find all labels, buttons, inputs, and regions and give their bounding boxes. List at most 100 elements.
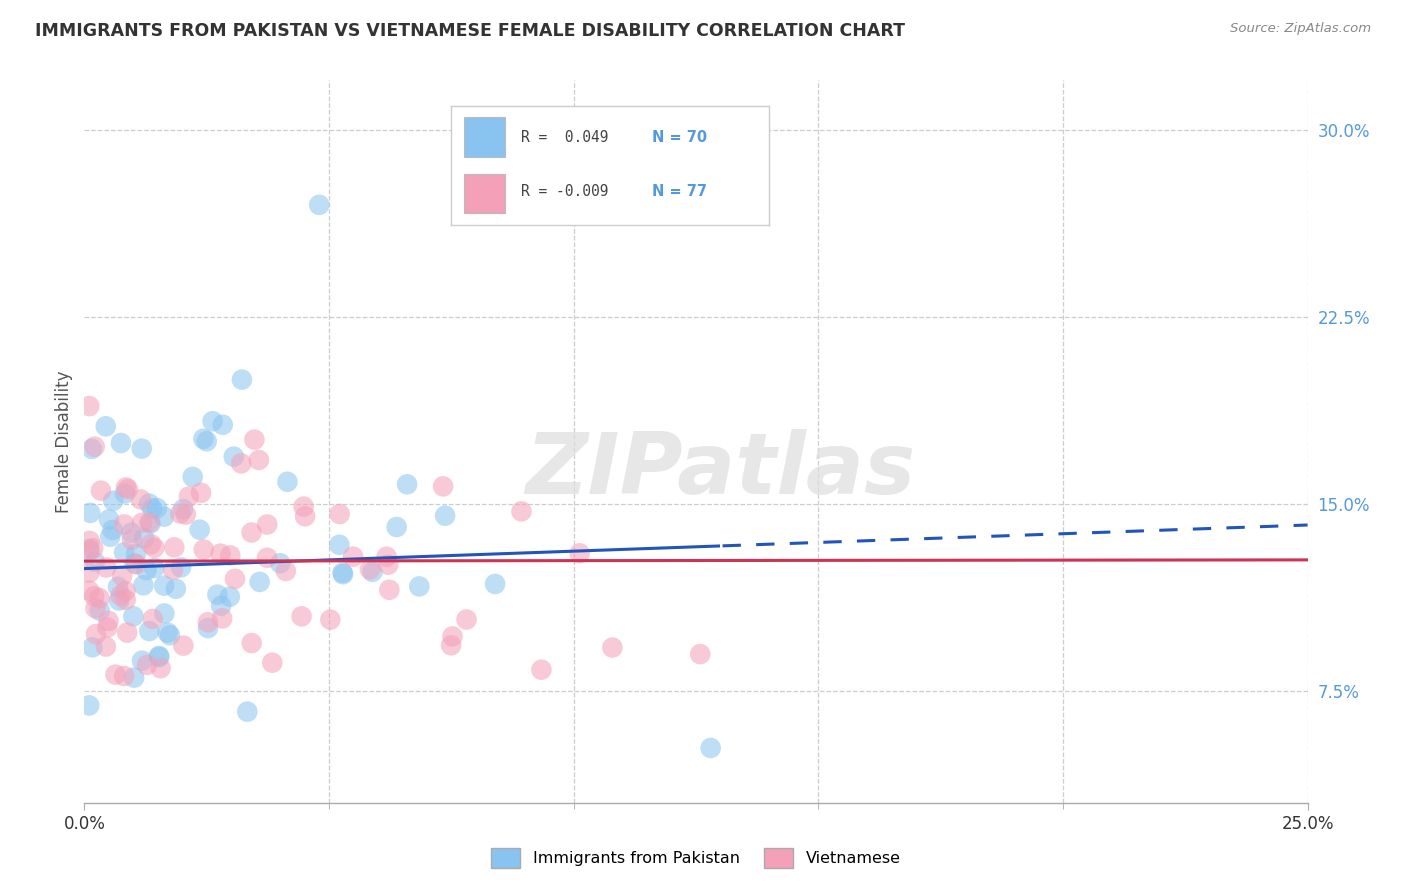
Point <box>77 698 100 713</box>
Point <box>231 373 253 387</box>
Point <box>328 538 350 552</box>
Point <box>441 630 464 644</box>
Point <box>143 561 166 575</box>
Point <box>89 603 111 617</box>
Point <box>224 572 246 586</box>
Point <box>174 508 197 522</box>
Point <box>211 611 233 625</box>
Point <box>193 542 215 557</box>
Point <box>240 525 263 540</box>
Point <box>163 541 186 555</box>
Text: Source: ZipAtlas.com: Source: ZipAtlas.com <box>1230 22 1371 36</box>
Point <box>159 628 181 642</box>
Point <box>138 624 160 638</box>
Point <box>82 640 104 655</box>
Point <box>434 508 457 523</box>
Point <box>112 517 135 532</box>
Point <box>143 541 166 555</box>
Point <box>378 582 401 597</box>
Point <box>231 456 253 470</box>
Point <box>342 549 364 564</box>
Point <box>84 601 107 615</box>
Point <box>131 442 153 456</box>
Point <box>375 549 398 564</box>
Point <box>219 549 242 563</box>
Point <box>110 436 132 450</box>
Point <box>510 504 533 518</box>
Point <box>332 567 354 582</box>
Point <box>197 621 219 635</box>
Point <box>79 506 101 520</box>
Point <box>132 578 155 592</box>
Point <box>256 550 278 565</box>
Point <box>138 497 160 511</box>
Point <box>110 588 132 602</box>
Point <box>108 593 131 607</box>
Point <box>484 577 506 591</box>
Point <box>222 450 245 464</box>
Point <box>568 546 591 560</box>
Point <box>148 648 170 663</box>
Point <box>247 453 270 467</box>
Point <box>149 661 172 675</box>
Point <box>98 512 121 526</box>
Point <box>329 507 352 521</box>
Point <box>90 483 112 498</box>
Point <box>172 639 194 653</box>
Point <box>107 580 129 594</box>
Point <box>153 607 176 621</box>
Point <box>332 566 354 580</box>
Point <box>80 442 103 456</box>
Point <box>94 419 117 434</box>
Point <box>188 523 211 537</box>
Point <box>139 516 162 531</box>
Point <box>139 537 162 551</box>
Point <box>218 590 240 604</box>
Point <box>195 434 218 449</box>
Point <box>201 414 224 428</box>
Point <box>319 613 342 627</box>
Point <box>440 638 463 652</box>
Point <box>134 532 156 546</box>
Point <box>209 599 232 613</box>
Point <box>83 555 105 569</box>
Point <box>294 509 316 524</box>
Point <box>115 480 138 494</box>
Point <box>131 516 153 530</box>
Point <box>243 433 266 447</box>
Point <box>274 564 297 578</box>
Point <box>98 530 121 544</box>
Point <box>84 627 107 641</box>
Point <box>162 563 184 577</box>
Point <box>530 663 553 677</box>
Point <box>121 533 143 547</box>
Point <box>104 667 127 681</box>
Point <box>209 547 232 561</box>
Legend: Immigrants from Pakistan, Vietnamese: Immigrants from Pakistan, Vietnamese <box>485 842 907 874</box>
Point <box>689 647 711 661</box>
Point <box>602 640 624 655</box>
Point <box>94 640 117 654</box>
Point <box>117 482 139 496</box>
Point <box>77 542 100 557</box>
Point <box>292 500 315 514</box>
Point <box>77 544 100 558</box>
Point <box>77 566 100 580</box>
Point <box>291 609 314 624</box>
Point <box>172 502 194 516</box>
Point <box>207 588 229 602</box>
Point <box>131 654 153 668</box>
Point <box>190 485 212 500</box>
Point <box>359 562 381 576</box>
Point <box>153 509 176 524</box>
Point <box>124 557 146 571</box>
Point <box>276 475 298 489</box>
Point <box>135 563 157 577</box>
Point <box>193 432 215 446</box>
Point <box>112 669 135 683</box>
Point <box>129 492 152 507</box>
Point <box>89 591 111 606</box>
Point <box>114 584 136 599</box>
Point <box>170 560 193 574</box>
Point <box>156 625 179 640</box>
